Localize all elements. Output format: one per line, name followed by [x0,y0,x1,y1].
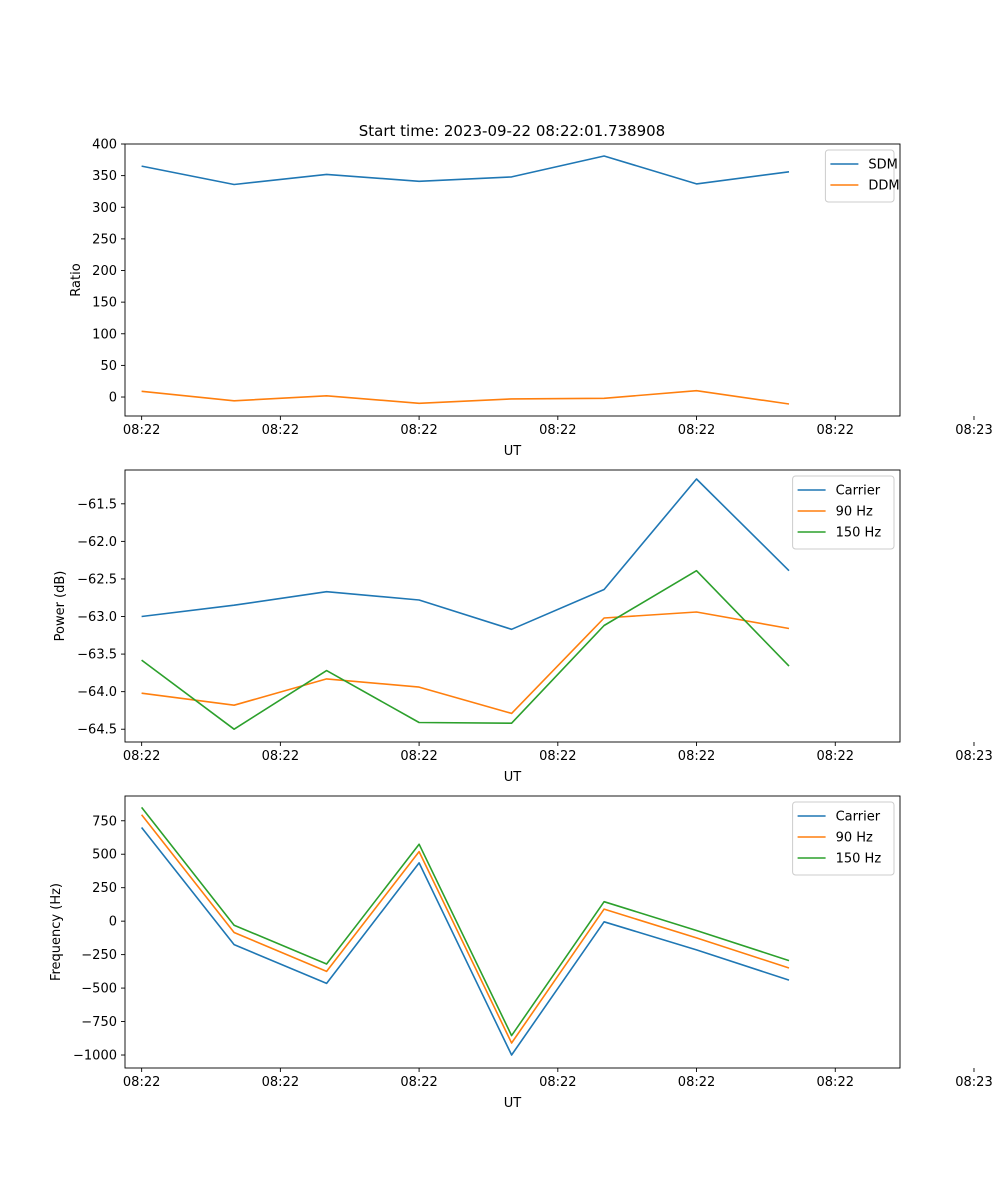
series-line-carrier [141,478,790,631]
y-tick-label: −250 [81,948,117,963]
y-tick-label: 500 [92,848,117,863]
y-tick-label: −64.5 [77,723,117,738]
x-tick-label: 08:22 [262,749,299,764]
series-line-carrier [140,827,790,1056]
x-tick-label: 08:22 [678,423,715,438]
panels: 08:22 08:22 08:22 08:22 08:22 08:22 08:23 0 50 10… [49,138,993,1112]
x-tick-label: 08:22 [123,749,160,764]
y-tick-label: 0 [109,915,117,930]
x-tick-label: 08:22 [539,1075,576,1090]
x-tick-label: 08:22 [123,1075,160,1090]
legend-entry: 150 Hz [836,852,882,867]
x-tick-label: 08:22 [817,1075,854,1090]
series-line-90-hz [141,611,790,715]
legend-entry: 90 Hz [836,505,873,520]
x-tick-label: 08:22 [262,423,299,438]
x-tick-label: 08:22 [539,749,576,764]
legend-box [792,475,895,550]
y-axis-label: Power (dB) [53,571,68,642]
legend-entry: Carrier [836,810,881,825]
legend-box [792,801,895,876]
chart-panel-1: 08:22 08:22 08:22 08:22 08:22 08:22 08:23 0 50 10… [69,138,993,460]
y-tick-label: −62.5 [77,572,117,587]
x-tick-label: 08:22 [123,423,160,438]
legend-entry: 150 Hz [836,526,882,541]
x-tick-label: 08:22 [400,749,437,764]
y-tick-label: −63.0 [77,610,117,625]
chart-panel-3: 08:22 08:22 08:22 08:22 08:22 08:22 08:23 −1000… [49,795,993,1111]
series-line-90-hz [140,814,790,1044]
x-tick-label: 08:23 [955,1075,992,1090]
y-tick-label: 200 [92,264,117,279]
y-tick-label: 50 [100,359,117,374]
y-tick-label: 750 [92,814,117,829]
x-tick-label: 08:22 [400,423,437,438]
legend-box [824,149,895,203]
x-tick-label: 08:22 [817,749,854,764]
chart-panel-2: 08:22 08:22 08:22 08:22 08:22 08:22 08:23 −64.5… [53,469,993,785]
y-tick-label: 100 [92,327,117,342]
series-line-150-hz [141,569,790,731]
x-tick-label: 08:22 [539,423,576,438]
axes-frame [124,143,901,417]
y-tick-label: −63.5 [77,648,117,663]
x-axis-label: UT [504,1096,522,1111]
x-tick-label: 08:22 [678,1075,715,1090]
series-line-150-hz [140,806,790,1037]
x-axis-label: UT [504,444,522,459]
y-tick-label: 250 [92,232,117,247]
axes-frame [124,469,901,743]
legend: Carrier 90 Hz 150 Hz [792,801,895,876]
axes-frame [124,795,901,1069]
legend-entry: SDM [868,158,897,173]
legend-entry: 90 Hz [836,831,873,846]
x-axis-label: UT [504,770,522,785]
series-line-ddm [141,389,790,405]
y-tick-label: 150 [92,296,117,311]
y-tick-label: 0 [109,391,117,406]
x-tick-label: 08:22 [817,423,854,438]
series-line-sdm [141,155,790,186]
x-tick-label: 08:22 [400,1075,437,1090]
x-tick-label: 08:22 [678,749,715,764]
y-tick-label: 350 [92,169,117,184]
y-tick-label: −1000 [73,1049,117,1064]
y-axis-label: Frequency (Hz) [49,883,64,981]
y-tick-label: 300 [92,201,117,216]
y-tick-label: −500 [81,982,117,997]
y-tick-label: −750 [81,1015,117,1030]
legend-entry: Carrier [836,484,881,499]
y-tick-label: 250 [92,881,117,896]
legend: SDM DDM [824,149,900,203]
y-tick-label: −64.0 [77,685,117,700]
x-tick-label: 08:23 [955,423,992,438]
x-tick-label: 08:22 [262,1075,299,1090]
y-axis-label: Ratio [69,263,84,296]
legend: Carrier 90 Hz 150 Hz [792,475,895,550]
x-tick-label: 08:23 [955,749,992,764]
y-tick-label: 400 [92,138,117,153]
figure-title: Start time: 2023-09-22 08:22:01.738908 [359,122,665,140]
legend-entry: DDM [868,179,899,194]
y-tick-label: −61.5 [77,497,117,512]
y-tick-label: −62.0 [77,535,117,550]
